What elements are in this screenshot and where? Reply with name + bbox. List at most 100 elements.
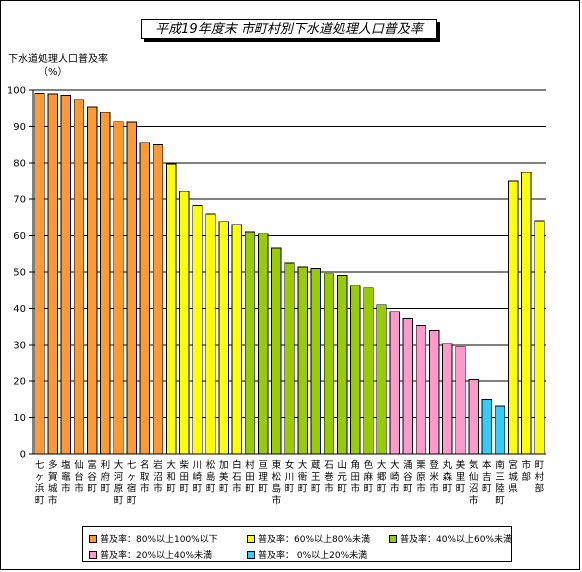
y-tick-label: 0 [20, 450, 26, 461]
y-tick-label: 90 [13, 122, 26, 133]
legend-label: 普及率：40%以上60%未満 [400, 535, 513, 545]
legend-label: 普及率：20%以上40%未満 [100, 551, 213, 561]
x-tick-label: 美里町 [456, 459, 466, 495]
bar-七ヶ宿町 [126, 121, 137, 455]
legend-item-0-20: 普及率： 0%以上20%未満 [247, 548, 367, 561]
legend-label: 普及率：80%以上100%以下 [100, 535, 218, 545]
bar-亘理町 [258, 233, 269, 455]
bar-大河原町 [113, 121, 124, 455]
bar-町村部 [534, 220, 545, 455]
x-tick-label: 仙台市 [74, 459, 84, 495]
x-tick-label: 大衛町 [298, 459, 308, 495]
bar-登米市 [429, 330, 440, 455]
y-tick-label: 60 [13, 231, 26, 242]
legend-item-20-40: 普及率：20%以上40%未満 [89, 548, 212, 561]
bar-市部 [521, 171, 532, 455]
x-tick-label: 大河原町 [114, 459, 124, 506]
x-tick-label: 気仙沼市 [469, 459, 479, 506]
bar-加美町 [218, 221, 229, 455]
bar-栗原市 [415, 325, 427, 455]
x-tick-label: 七ヶ浜町 [35, 460, 45, 506]
x-tick-label: 富谷町 [87, 459, 97, 495]
bar-南三陸町 [494, 405, 506, 455]
legend-item-80-100: 普及率：80%以上100%以下 [89, 532, 218, 545]
y-axis-unit: （%） [38, 67, 68, 78]
bar-大郷町 [376, 304, 387, 455]
bar-名取市 [139, 142, 150, 455]
bar-大崎市 [389, 311, 400, 455]
bar-涌谷町 [402, 318, 414, 455]
bar-丸森町 [442, 343, 453, 455]
x-tick-label: 山元町 [337, 460, 347, 495]
y-tick-label: 10 [13, 413, 26, 424]
x-tick-label: 登米市 [429, 460, 439, 495]
y-axis-title: 下水道処理人口普及率 [8, 54, 108, 65]
x-tick-label: 色麻町 [364, 459, 374, 495]
bar-塩竈市 [60, 95, 72, 455]
bar-気仙沼市 [468, 378, 479, 455]
bar-利府町 [100, 111, 111, 455]
chart-title: 平成19年度末 市町村別下水道処理人口普及率 [141, 19, 437, 39]
bar-宮城県 [507, 180, 519, 455]
legend-item-40-60: 普及率：40%以上60%未満 [389, 532, 512, 545]
y-tick-label: 100 [7, 86, 26, 97]
bar-多賀城市 [47, 93, 58, 455]
bar-色麻町 [363, 287, 374, 455]
x-tick-label: 加美町 [219, 460, 229, 495]
legend-swatch [247, 534, 255, 543]
legend-label: 普及率：60%以上80%未満 [258, 535, 371, 545]
y-tick-label: 50 [13, 268, 26, 279]
x-tick-label: 涌谷町 [403, 460, 413, 495]
x-tick-label: 本吉町 [482, 459, 492, 495]
bar-村田町 [244, 231, 256, 455]
x-tick-label: 宮城県 [508, 459, 518, 495]
legend-swatch [247, 550, 255, 559]
bar-川崎町 [192, 204, 203, 455]
x-tick-label: 大崎市 [390, 459, 400, 495]
x-tick-label: 丸森町 [443, 459, 453, 495]
x-tick-label: 白石市 [232, 459, 242, 495]
x-tick-label: 柴田町 [180, 459, 190, 495]
x-tick-label: 七ヶ宿町 [127, 460, 137, 506]
x-tick-label: 岩沼市 [153, 459, 163, 495]
x-tick-label: 川崎町 [193, 460, 203, 495]
x-tick-label: 大和町 [166, 459, 176, 495]
bar-美里町 [455, 345, 466, 455]
bar-岩沼市 [152, 144, 164, 455]
x-tick-label: 女川町 [285, 459, 295, 495]
legend-label: 普及率： 0%以上20%未満 [258, 551, 368, 561]
legend-swatch [389, 534, 397, 543]
x-tick-label: 蔵王町 [311, 459, 321, 495]
x-tick-label: 東松島市 [272, 459, 282, 506]
legend-swatch [89, 534, 97, 543]
bar-富谷町 [87, 106, 98, 455]
bar-仙台市 [73, 99, 85, 455]
x-tick-label: 栗原市 [416, 460, 426, 495]
bar-女川町 [284, 262, 295, 455]
bar-白石市 [231, 224, 243, 455]
x-tick-label: 名取市 [140, 459, 150, 495]
x-tick-label: 村田町 [245, 459, 255, 495]
bar-七ヶ浜町 [34, 93, 45, 455]
x-tick-label: 角田市 [351, 459, 361, 495]
bar-石巻市 [323, 273, 335, 455]
legend-item-60-80: 普及率：60%以上80%未満 [247, 532, 370, 545]
bar-蔵王町 [310, 267, 321, 455]
x-tick-label: 南三陸町 [495, 459, 505, 506]
bar-角田市 [350, 285, 361, 455]
x-tick-label: 利府町 [101, 459, 111, 495]
y-tick-label: 80 [13, 158, 26, 169]
y-tick-label: 40 [13, 304, 26, 315]
bar-大衛町 [297, 266, 308, 455]
legend-swatch [89, 550, 97, 559]
bar-山元町 [336, 275, 348, 455]
bar-本吉町 [481, 398, 492, 455]
y-tick-label: 20 [13, 377, 26, 388]
x-tick-label: 塩竈市 [61, 459, 71, 495]
bar-大和町 [165, 163, 177, 455]
y-axis-label: 下水道処理人口普及率 （%） [8, 53, 108, 79]
y-tick-label: 70 [13, 195, 26, 206]
x-tick-label: 松島町 [206, 459, 216, 495]
